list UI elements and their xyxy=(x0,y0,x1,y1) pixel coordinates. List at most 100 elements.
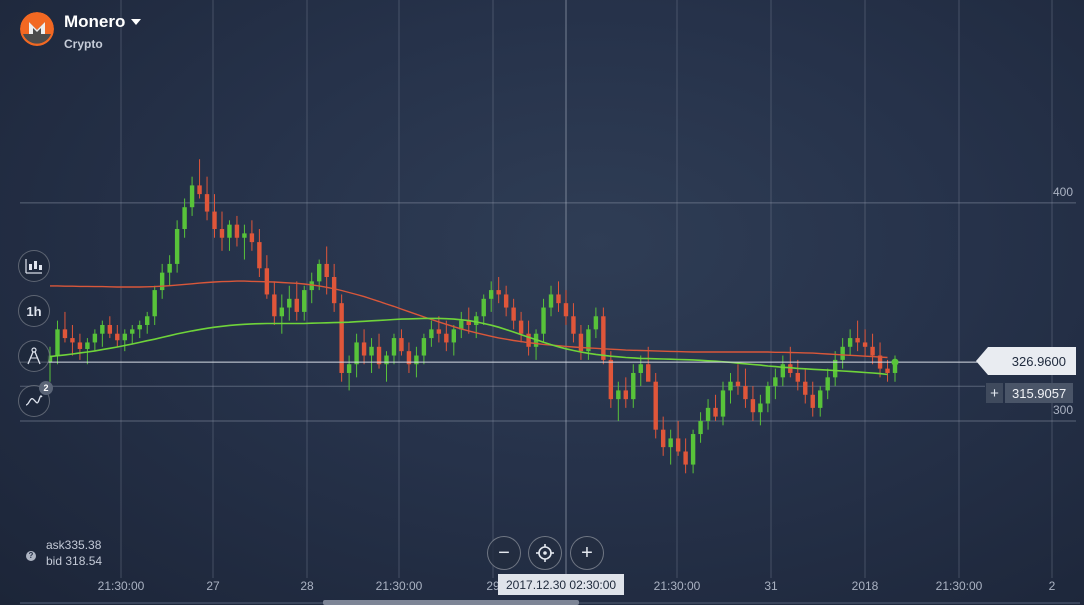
candle xyxy=(533,329,539,360)
reset-view-button[interactable] xyxy=(528,536,562,570)
drawing-tools-button[interactable] xyxy=(18,340,50,372)
candle xyxy=(115,324,120,347)
candle xyxy=(234,215,240,247)
candle xyxy=(361,329,367,365)
x-tick-label: 29 xyxy=(486,579,500,593)
quote-panel: ? ask335.38 bid 318.54 xyxy=(26,537,102,569)
x-tick-label: 27 xyxy=(206,579,220,593)
candle xyxy=(317,259,322,291)
candle xyxy=(526,320,531,356)
candle xyxy=(556,281,561,312)
timeframe-button[interactable]: 1h xyxy=(18,295,50,327)
candle xyxy=(189,176,195,216)
candle xyxy=(92,329,98,352)
candle xyxy=(391,333,397,365)
candle xyxy=(167,255,172,286)
candle xyxy=(429,320,434,347)
bid-price-tag: 315.9057 xyxy=(1005,383,1074,403)
candle xyxy=(436,316,442,343)
candle xyxy=(249,220,255,251)
candle xyxy=(451,324,457,356)
candle xyxy=(832,351,838,387)
candle xyxy=(62,311,68,343)
candle xyxy=(638,355,643,387)
candle xyxy=(204,176,210,221)
candle xyxy=(354,333,359,378)
candle xyxy=(818,386,823,417)
asset-header[interactable]: Monero Crypto xyxy=(20,12,142,51)
candle xyxy=(795,359,800,391)
ask-quote: ask335.38 xyxy=(46,538,102,552)
candle xyxy=(758,394,763,426)
candle xyxy=(309,272,314,304)
candle xyxy=(773,368,778,400)
candlestick-series xyxy=(47,159,898,474)
candle xyxy=(302,285,307,321)
candle xyxy=(563,290,569,325)
x-tick-label: 21:30:00 xyxy=(936,579,983,593)
candle xyxy=(675,420,681,456)
candle xyxy=(623,377,628,408)
indicators-count-badge: 2 xyxy=(39,381,53,395)
candle xyxy=(242,224,247,260)
x-tick-label: 21:30:00 xyxy=(654,579,701,593)
help-icon[interactable]: ? xyxy=(26,551,36,561)
candle xyxy=(481,294,486,325)
candle xyxy=(683,438,688,474)
candle xyxy=(324,246,329,295)
indicators-icon xyxy=(25,395,43,406)
candle xyxy=(511,298,516,330)
timeframe-label: 1h xyxy=(26,303,42,319)
candle xyxy=(578,324,584,360)
candle xyxy=(503,285,509,317)
candle xyxy=(474,311,479,339)
chart-type-button[interactable] xyxy=(18,250,50,282)
bid-price-row: + 315.9057 xyxy=(986,383,1074,403)
vertical-grid xyxy=(120,0,1053,578)
candle xyxy=(660,416,666,456)
current-price-tag: 326.9600 xyxy=(976,347,1076,375)
candle xyxy=(272,281,277,325)
add-alert-button[interactable]: + xyxy=(986,383,1003,403)
candle xyxy=(840,338,845,369)
timeline-scrollbar[interactable] xyxy=(323,600,579,605)
candle xyxy=(182,198,187,238)
candle xyxy=(631,364,636,408)
horizontal-grid xyxy=(20,202,1076,422)
candle xyxy=(279,294,285,334)
candle xyxy=(653,372,658,439)
candle xyxy=(877,342,883,378)
candle xyxy=(646,346,651,382)
candle xyxy=(294,281,299,321)
candle xyxy=(346,355,352,391)
candle xyxy=(399,329,404,356)
indicators-button[interactable]: 2 xyxy=(18,381,53,417)
zoom-out-button[interactable]: − xyxy=(487,536,521,570)
candle xyxy=(212,194,217,238)
y-tick-label: 300 xyxy=(1053,403,1073,417)
candle xyxy=(518,311,524,343)
candle xyxy=(85,338,90,365)
last-price-dot xyxy=(891,358,899,366)
candle xyxy=(750,386,756,421)
candle xyxy=(780,355,786,387)
asset-name[interactable]: Monero xyxy=(64,12,126,31)
candle xyxy=(743,368,748,408)
candle xyxy=(705,399,711,430)
zoom-in-button[interactable]: + xyxy=(570,536,604,570)
candle xyxy=(459,311,464,339)
candle xyxy=(130,324,135,345)
candle xyxy=(720,381,726,426)
candle xyxy=(145,311,150,334)
x-axis-labels: 21:30:00 27 28 21:30:00 29 21:30:00 31 2018 21:3… xyxy=(98,579,1056,593)
candle xyxy=(384,351,389,382)
candle xyxy=(885,359,890,382)
candle xyxy=(855,320,860,352)
chevron-down-icon[interactable] xyxy=(131,19,142,25)
moving-average-fast-line xyxy=(49,317,888,376)
candle xyxy=(810,381,815,417)
candle xyxy=(287,285,292,321)
candle xyxy=(548,285,554,317)
candles-icon xyxy=(25,259,42,274)
